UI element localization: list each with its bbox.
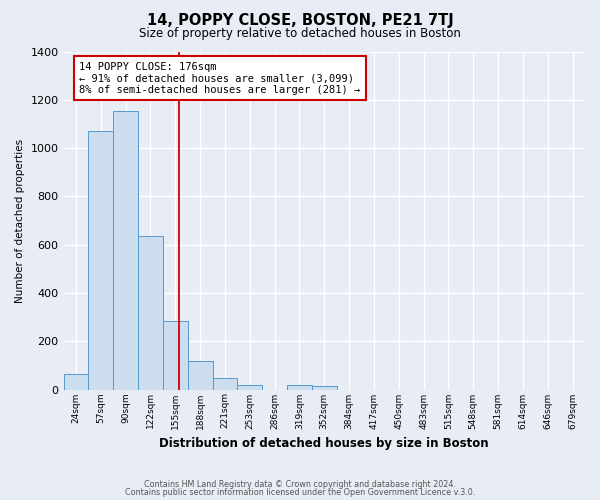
Text: 14 POPPY CLOSE: 176sqm
← 91% of detached houses are smaller (3,099)
8% of semi-d: 14 POPPY CLOSE: 176sqm ← 91% of detached… bbox=[79, 62, 361, 95]
Bar bbox=[113, 110, 138, 390]
X-axis label: Distribution of detached houses by size in Boston: Distribution of detached houses by size … bbox=[160, 437, 489, 450]
Text: Size of property relative to detached houses in Boston: Size of property relative to detached ho… bbox=[139, 28, 461, 40]
Text: 14, POPPY CLOSE, BOSTON, PE21 7TJ: 14, POPPY CLOSE, BOSTON, PE21 7TJ bbox=[146, 12, 454, 28]
Bar bbox=[163, 320, 188, 390]
Bar bbox=[212, 378, 238, 390]
Bar bbox=[138, 236, 163, 390]
Bar bbox=[88, 131, 113, 390]
Bar bbox=[287, 385, 312, 390]
Text: Contains public sector information licensed under the Open Government Licence v.: Contains public sector information licen… bbox=[125, 488, 475, 497]
Bar bbox=[238, 385, 262, 390]
Y-axis label: Number of detached properties: Number of detached properties bbox=[15, 138, 25, 302]
Bar bbox=[312, 386, 337, 390]
Bar bbox=[64, 374, 88, 390]
Bar bbox=[188, 360, 212, 390]
Text: Contains HM Land Registry data © Crown copyright and database right 2024.: Contains HM Land Registry data © Crown c… bbox=[144, 480, 456, 489]
